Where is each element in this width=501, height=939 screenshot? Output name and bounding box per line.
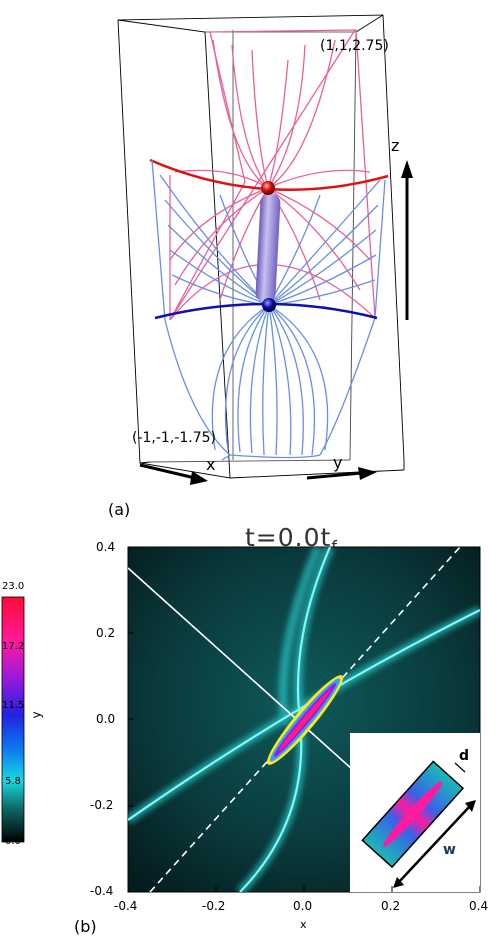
- inset-bar: [361, 760, 465, 869]
- x-tick-label: -0.4: [114, 899, 138, 913]
- inset-w-arrow: [397, 805, 471, 884]
- colorbar-tick: 23.0: [2, 581, 25, 592]
- panel-b-label: (b): [74, 917, 97, 936]
- blue-pole: [262, 298, 276, 312]
- inset: [350, 733, 480, 892]
- y-tick-label: 0.2: [96, 626, 116, 640]
- y-tick-label: -0.2: [90, 798, 114, 812]
- colorbar-tick: 5.8: [5, 776, 21, 787]
- axis-z-label: z: [391, 136, 400, 155]
- central-structure: [266, 675, 344, 765]
- y-tick-label: -0.4: [90, 884, 114, 898]
- tick-marks: [127, 546, 481, 893]
- panel-a-diagram: [117, 14, 413, 485]
- solid-line: [128, 567, 354, 771]
- axis-x-label: x: [206, 455, 216, 474]
- axis-arrows: [139, 160, 413, 485]
- x-tick-label: -0.2: [202, 899, 226, 913]
- colorbar-tick: 0.0: [5, 836, 21, 847]
- inset-d-arrow: [454, 762, 466, 773]
- colorbar-tick: 17.2: [2, 641, 25, 652]
- x-tick-label: 0.4: [469, 899, 489, 913]
- inset-d-label: d: [459, 748, 470, 764]
- x-tick-label: 0.2: [381, 899, 401, 913]
- red-pole: [261, 181, 275, 195]
- colorbar-tick: 11.5: [2, 700, 25, 711]
- y-tick-label: 0.4: [96, 540, 116, 554]
- axis-y-label: y: [333, 453, 343, 472]
- pink-field-lines: [169, 29, 376, 321]
- colorbar: [1, 596, 25, 843]
- y-tick-label: 0.0: [96, 712, 116, 726]
- corner-top-label: (1,1,2.75): [320, 38, 389, 54]
- x-axis-label: x: [300, 918, 307, 931]
- x-tick-label: 0.0: [293, 899, 313, 913]
- flux-tube: [255, 193, 281, 303]
- blue-field-lines: [151, 159, 386, 461]
- corner-bottom-label: (-1,-1,-1.75): [132, 430, 216, 446]
- inset-w-label: w: [443, 842, 456, 858]
- panel-a-label: (a): [108, 500, 131, 519]
- colorbar-label: y: [29, 711, 44, 719]
